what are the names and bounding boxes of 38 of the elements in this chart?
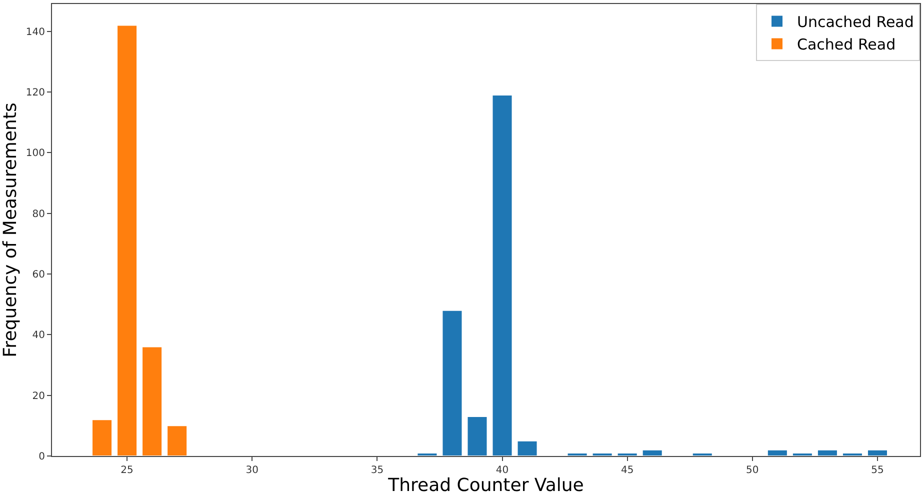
bar [142, 346, 163, 456]
y-axis-title: Frequency of Measurements [0, 102, 21, 358]
y-tick-label: 60 [32, 269, 45, 280]
bar [466, 416, 488, 456]
y-tick-label: 0 [38, 452, 45, 462]
bar [792, 452, 813, 456]
bar [442, 310, 463, 456]
y-tick-label: 140 [26, 26, 45, 38]
bar [516, 440, 538, 456]
y-tick-label: 80 [32, 208, 45, 220]
x-axis-title: Thread Counter Value [387, 475, 584, 496]
x-tick-label: 35 [370, 465, 384, 476]
x-tick-label: 25 [120, 465, 134, 476]
legend-label: Cached Read [797, 36, 896, 54]
bar [866, 449, 888, 456]
bar [842, 452, 863, 456]
x-tick-label: 45 [620, 465, 634, 476]
bar [166, 425, 188, 456]
bar [416, 452, 438, 456]
x-tick-label: 55 [871, 465, 884, 476]
bar [766, 449, 788, 456]
y-tick-label: 100 [26, 148, 45, 160]
bar [566, 452, 588, 456]
bar [592, 452, 613, 456]
x-tick-label: 40 [496, 465, 509, 476]
legend-label: Uncached Read [797, 13, 914, 32]
x-tick-label: 50 [746, 465, 759, 476]
bar [492, 94, 513, 456]
bar [816, 449, 838, 456]
x-tick-label: 30 [246, 465, 258, 476]
bar [92, 419, 113, 456]
bar [616, 452, 638, 456]
y-tick-label: 20 [32, 390, 45, 402]
bar [642, 449, 663, 456]
y-tick-label: 120 [26, 87, 45, 98]
bar [692, 452, 713, 456]
y-tick-label: 40 [32, 330, 45, 342]
bar [116, 24, 138, 456]
